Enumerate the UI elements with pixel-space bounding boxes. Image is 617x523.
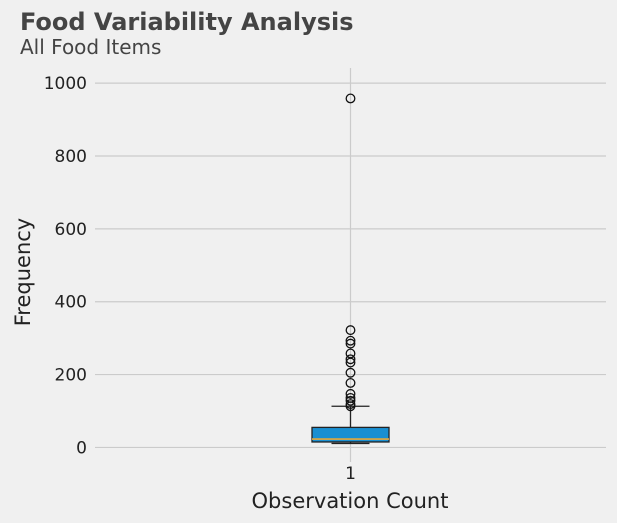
outlier-point <box>345 354 356 365</box>
y-axis-label: Frequency <box>11 218 35 327</box>
grid <box>95 68 606 462</box>
x-tick-label: 1 <box>345 464 356 484</box>
y-tick-label: 400 <box>55 293 87 313</box>
y-tick-label: 1000 <box>44 74 87 94</box>
outlier-point <box>345 378 356 388</box>
y-tick-label: 600 <box>55 220 87 240</box>
y-tick-label: 800 <box>55 147 87 167</box>
chart-subtitle: All Food Items <box>20 35 161 59</box>
outlier-point <box>345 388 356 399</box>
outlier-point <box>345 401 356 412</box>
outlier-point <box>345 338 356 349</box>
outlier-point <box>345 395 356 406</box>
y-axis-ticks: 0 200 400 600 800 1000 <box>44 74 87 458</box>
outlier-point <box>345 335 356 346</box>
y-tick-label: 200 <box>55 366 87 386</box>
y-tick-label: 0 <box>76 438 87 458</box>
outlier-point <box>345 93 356 104</box>
outlier-point <box>345 357 356 368</box>
chart-title: Food Variability Analysis <box>20 8 354 36</box>
box-plot <box>311 93 390 445</box>
x-axis-label: Observation Count <box>252 489 449 513</box>
x-axis-ticks: 1 <box>345 464 356 484</box>
outlier-point <box>345 325 356 336</box>
outlier-point <box>345 367 356 378</box>
